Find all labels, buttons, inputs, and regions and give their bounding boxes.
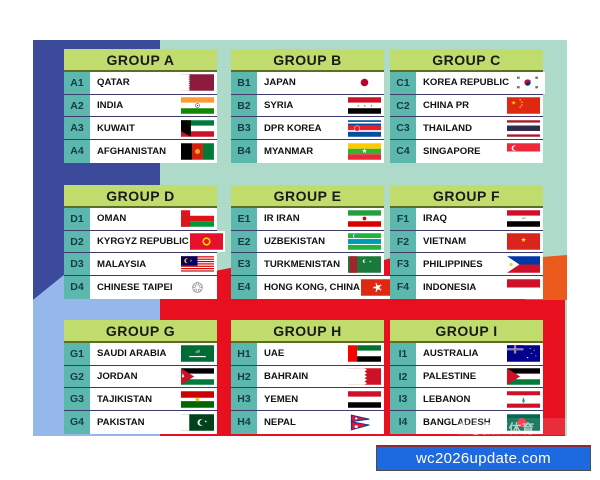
svg-text:الله: الله: [195, 350, 200, 354]
svg-text:الله: الله: [521, 217, 525, 220]
